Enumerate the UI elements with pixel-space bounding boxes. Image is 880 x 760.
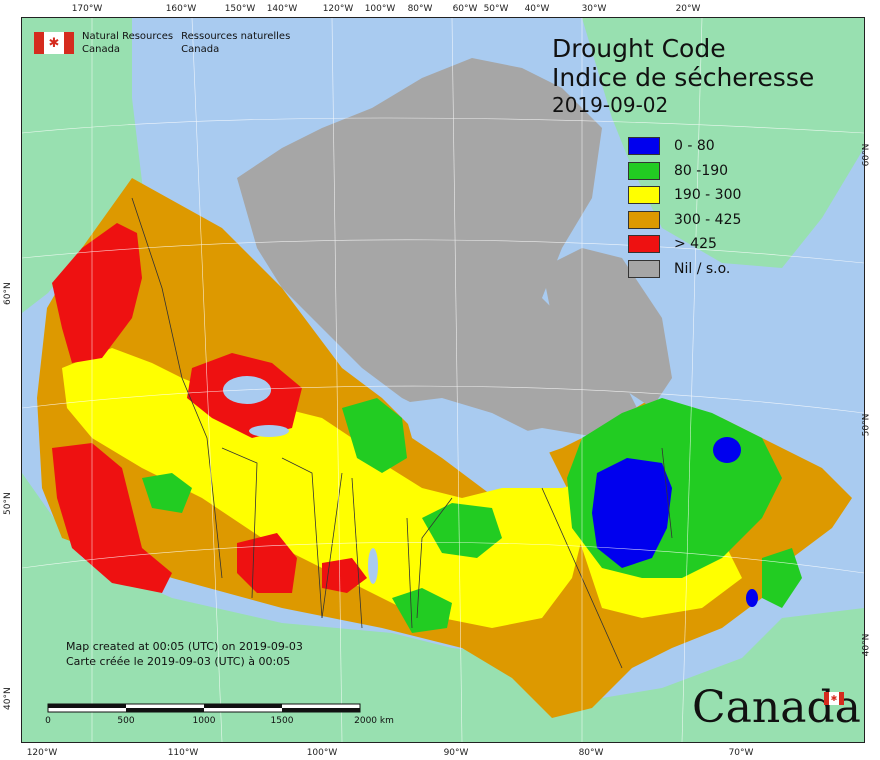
lake-winnipeg	[368, 548, 378, 584]
tick-top: 30°W	[581, 4, 607, 14]
credit-text: Map created at 00:05 (UTC) on 2019-09-03…	[66, 639, 303, 669]
zone-80-190-manitoba	[342, 398, 407, 473]
usa-land	[22, 473, 864, 742]
legend-swatch	[628, 235, 660, 254]
legend-swatch	[628, 161, 660, 180]
legend-label: 80 -190	[674, 162, 729, 179]
tick-left: 40°N	[3, 687, 13, 710]
tick-top: 50°W	[483, 4, 509, 14]
org-line: Natural Resources	[82, 31, 174, 42]
tick-top: 60°W	[452, 4, 478, 14]
wordmark-text: Canada	[692, 682, 861, 733]
zone-0-80-central-quebec	[592, 458, 672, 568]
legend-label: 190 - 300	[674, 187, 742, 204]
tick-bottom: 110°W	[167, 748, 199, 758]
canada-wordmark: Canada ✱	[692, 686, 861, 730]
zone-425-bc	[52, 443, 172, 593]
legend-item: > 425	[628, 232, 741, 257]
zone-80-190-ontario	[422, 503, 502, 558]
map-date: 2019-09-02	[552, 93, 669, 117]
zone-80-190-bc	[142, 473, 192, 513]
zone-80-190-south	[392, 588, 452, 633]
zone-425-sask	[322, 558, 367, 593]
map-canvas	[22, 18, 864, 742]
legend-label: 0 - 80	[674, 138, 715, 155]
arctic-islands	[237, 58, 642, 438]
zone-0-80-newfoundland	[746, 589, 758, 607]
map-title-block: Drought Code Indice de sécheresse 2019-0…	[552, 34, 814, 119]
tick-right: 40°N	[861, 633, 872, 657]
legend-item: 300 - 425	[628, 208, 741, 233]
zone-425-yukon	[52, 223, 142, 363]
zone-80-190-maritimes	[762, 548, 802, 608]
great-slave-lake	[249, 425, 289, 437]
tick-top: 170°W	[71, 4, 103, 14]
org-line: Ressources naturelles	[181, 31, 291, 42]
org-line: Canada	[181, 44, 220, 55]
tick-top: 120°W	[322, 4, 354, 14]
legend-label: Nil / s.o.	[674, 260, 731, 277]
zone-190-300	[62, 348, 582, 628]
credit-line-en: Map created at 00:05 (UTC) on 2019-09-03	[66, 640, 303, 653]
tick-bottom: 90°W	[443, 748, 469, 758]
org-line: Canada	[82, 44, 121, 55]
org-name-en: Natural Resources Canada	[82, 30, 173, 56]
credit-line-fr: Carte créée le 2019-09-03 (UTC) à 00:05	[66, 655, 291, 668]
tick-top: 140°W	[266, 4, 298, 14]
nrcan-signature: ✱ Natural Resources Canada Ressources na…	[34, 30, 290, 56]
legend-swatch	[628, 210, 660, 229]
scale-label: 0	[45, 716, 51, 726]
zone-0-80-northeast	[713, 437, 741, 463]
tick-top: 20°W	[675, 4, 701, 14]
legend-label: > 425	[674, 236, 717, 253]
legend-item: 80 -190	[628, 159, 741, 184]
tick-bottom: 100°W	[306, 748, 338, 758]
legend-item: 190 - 300	[628, 183, 741, 208]
legend: 0 - 80 80 -190 190 - 300 300 - 425 > 425 Nil …	[628, 134, 741, 281]
tick-top: 100°W	[364, 4, 396, 14]
org-name-fr: Ressources naturelles Canada	[181, 30, 290, 56]
map-title-fr: Indice de sécheresse	[552, 63, 815, 92]
tick-top: 160°W	[165, 4, 197, 14]
tick-bottom: 80°W	[578, 748, 604, 758]
tick-bottom: 120°W	[26, 748, 58, 758]
graticule	[22, 18, 864, 742]
scale-bar: 0 500 1000 1500 2000 km	[40, 702, 394, 732]
tick-bottom: 70°W	[728, 748, 754, 758]
legend-label: 300 - 425	[674, 211, 742, 228]
tick-top: 150°W	[224, 4, 256, 14]
alaska-land	[22, 18, 144, 313]
tick-top: 40°W	[524, 4, 550, 14]
legend-swatch	[628, 186, 660, 205]
wordmark-flag-icon: ✱	[824, 692, 844, 705]
legend-swatch	[628, 259, 660, 278]
scale-label: 500	[117, 716, 135, 726]
tick-left: 50°N	[3, 492, 13, 515]
tick-left: 60°N	[3, 282, 13, 305]
tick-right: 60°N	[861, 143, 872, 167]
tick-top: 80°W	[407, 4, 433, 14]
legend-swatch	[628, 137, 660, 156]
scale-label: 1500	[270, 716, 294, 726]
map-title: Drought Code	[552, 34, 726, 63]
drought-map	[21, 17, 865, 743]
scale-bar-graphic	[47, 703, 361, 713]
legend-item: 0 - 80	[628, 134, 741, 159]
legend-item: Nil / s.o.	[628, 257, 741, 282]
baffin-island	[542, 248, 672, 408]
greenland-land	[582, 18, 864, 268]
scale-label: 1000	[192, 716, 216, 726]
canada-flag-icon: ✱	[34, 32, 74, 54]
tick-right: 50°N	[861, 413, 872, 437]
scale-label: 2000 km	[354, 716, 394, 726]
zone-425-prairies	[237, 533, 297, 593]
